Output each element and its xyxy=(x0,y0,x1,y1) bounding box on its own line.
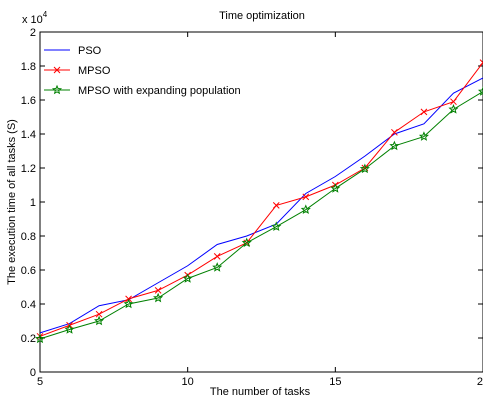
series-mpso xyxy=(36,59,483,340)
series-line xyxy=(39,91,483,340)
series-layer xyxy=(34,59,483,344)
y-tick-label: 1.4 xyxy=(21,129,36,141)
data-point xyxy=(212,262,223,272)
y-multiplier-base: x 10 xyxy=(22,14,43,26)
data-point xyxy=(271,221,282,231)
data-point xyxy=(94,315,105,326)
axes: 5 10 15 20 0 0.2 0.4 0.6 0.8 1 1.2 1.4 1.6 1.8 2 xyxy=(21,27,483,388)
data-point xyxy=(300,204,311,214)
x-tick-label: 5 xyxy=(37,376,43,388)
series-mpso-with-expanding-population xyxy=(34,86,483,344)
data-point xyxy=(34,333,46,344)
legend-label: MPSO xyxy=(78,65,111,77)
legend-label: PSO xyxy=(78,45,102,57)
x-tick-label: 10 xyxy=(182,376,194,388)
series-pso xyxy=(39,77,483,334)
x-tick-label: 20 xyxy=(477,376,483,388)
data-point xyxy=(213,253,221,260)
series-line xyxy=(39,62,483,337)
legend-item: MPSO xyxy=(44,65,111,77)
y-multiplier-exponent: 4 xyxy=(43,10,48,19)
y-tick-label: 0.8 xyxy=(21,231,36,243)
y-tick-label: 0 xyxy=(30,367,36,379)
y-tick-label: 1 xyxy=(30,197,36,209)
y-tick-label: 2 xyxy=(30,27,36,39)
data-point xyxy=(389,140,400,151)
data-point xyxy=(330,183,341,193)
data-point xyxy=(479,59,483,66)
y-tick-label: 0.2 xyxy=(21,333,36,345)
data-point xyxy=(359,163,370,174)
data-point xyxy=(477,86,483,96)
y-tick-label: 0.6 xyxy=(21,265,36,277)
data-point xyxy=(64,324,75,334)
data-point xyxy=(95,310,103,318)
legend-label: MPSO with expanding population xyxy=(78,85,241,97)
series-line xyxy=(39,77,483,334)
y-multiplier: x 104 xyxy=(22,10,48,26)
y-tick-label: 0.4 xyxy=(21,299,36,311)
plot-frame xyxy=(39,31,483,373)
legend: PSO MPSO MPSO with expanding population xyxy=(44,45,241,97)
legend-item: MPSO with expanding population xyxy=(44,84,241,97)
legend-marker xyxy=(51,84,63,95)
legend-marker xyxy=(53,66,61,74)
x-tick-label: 15 xyxy=(329,376,341,388)
data-point xyxy=(391,128,398,136)
y-axis-label: The execution time of all tasks (S) xyxy=(6,119,18,285)
x-axis-label: The number of tasks xyxy=(210,386,311,398)
data-point xyxy=(182,273,193,283)
y-tick-label: 1.2 xyxy=(21,163,36,175)
legend-item: PSO xyxy=(44,45,102,57)
data-point xyxy=(272,202,280,209)
data-point xyxy=(420,108,428,116)
data-point xyxy=(448,104,459,114)
data-point xyxy=(154,287,162,294)
data-point xyxy=(450,98,457,106)
data-point xyxy=(302,193,310,201)
y-tick-label: 1.6 xyxy=(21,95,36,107)
chart-title: Time optimization xyxy=(219,10,305,22)
data-point xyxy=(241,237,252,248)
data-point xyxy=(418,131,429,141)
data-point xyxy=(153,292,164,303)
data-point xyxy=(123,298,134,309)
y-tick-label: 1.8 xyxy=(21,61,36,73)
